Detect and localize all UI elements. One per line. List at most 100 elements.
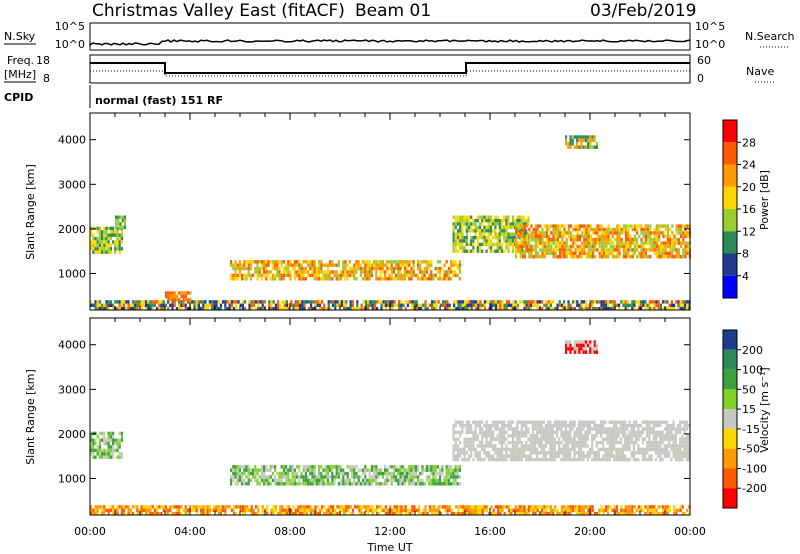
heatmap-cell	[487, 444, 490, 448]
heatmap-cell	[224, 300, 227, 304]
heatmap-cell	[280, 471, 283, 476]
heatmap-cell	[565, 244, 568, 249]
heatmap-cell	[640, 307, 643, 311]
heatmap-cell	[195, 303, 198, 307]
heatmap-cell	[265, 270, 268, 274]
heatmap-cell	[307, 478, 310, 483]
heatmap-cell	[399, 273, 402, 278]
heatmap-cell	[351, 471, 354, 476]
heatmap-cell	[465, 222, 468, 226]
heatmap-cell	[541, 508, 544, 512]
heatmap-cell	[553, 423, 556, 428]
heatmap-cell	[675, 227, 678, 232]
heatmap-cell	[447, 478, 450, 483]
heatmap-cell	[481, 427, 484, 431]
heatmap-cell	[472, 512, 475, 516]
heatmap-cell	[238, 270, 241, 274]
heatmap-cell	[403, 270, 406, 274]
heatmap-cell	[136, 505, 139, 509]
heatmap-cell	[171, 303, 174, 307]
heatmap-cell	[545, 231, 548, 235]
heatmap-cell	[598, 241, 601, 245]
heatmap-cell	[467, 440, 471, 445]
heatmap-cell	[559, 224, 562, 228]
heatmap-cell	[586, 444, 589, 448]
heatmap-cell	[520, 451, 523, 455]
heatmap-cell	[536, 437, 539, 441]
heatmap-cell	[646, 430, 649, 435]
heatmap-cell	[250, 307, 253, 311]
heatmap-cell	[479, 508, 482, 512]
heatmap-cell	[539, 238, 542, 242]
heatmap-cell	[384, 303, 387, 307]
heatmap-cell	[105, 230, 108, 234]
heatmap-cell	[498, 235, 501, 240]
heatmap-cell	[292, 505, 295, 509]
heatmap-cell	[644, 234, 647, 238]
heatmap-cell	[399, 465, 402, 469]
heatmap-cell	[552, 227, 555, 232]
heatmap-cell	[335, 465, 338, 469]
heatmap-cell	[151, 307, 154, 311]
heatmap-cell	[665, 423, 669, 428]
heatmap-cell	[671, 251, 674, 255]
heatmap-cell	[244, 508, 247, 512]
heatmap-cell	[302, 465, 305, 469]
heatmap-cell	[408, 475, 411, 479]
heatmap-cell	[136, 303, 139, 307]
heatmap-cell	[569, 457, 572, 462]
heatmap-cell	[565, 231, 568, 235]
heatmap-cell	[369, 508, 372, 512]
heatmap-cell	[454, 444, 457, 448]
heatmap-cell	[410, 478, 413, 483]
heatmap-cell	[611, 508, 614, 512]
heatmap-cell	[254, 266, 257, 271]
heatmap-cell	[587, 350, 590, 354]
heatmap-cell	[248, 508, 251, 512]
heatmap-cell	[614, 238, 617, 242]
heatmap-cell	[525, 512, 528, 516]
heatmap-cell	[498, 239, 501, 243]
heatmap-cell	[450, 508, 453, 512]
heatmap-cell	[649, 227, 652, 232]
heatmap-cell	[643, 420, 647, 424]
heatmap-cell	[489, 242, 493, 247]
heatmap-cell	[498, 222, 501, 226]
heatmap-cell	[676, 423, 680, 428]
heatmap-cell	[456, 239, 460, 243]
heatmap-cell	[461, 246, 464, 250]
heatmap-cell	[294, 303, 297, 307]
heatmap-cell	[411, 508, 414, 512]
heatmap-cell	[362, 471, 365, 476]
heatmap-cell	[622, 255, 625, 259]
heatmap-cell	[558, 427, 561, 431]
heatmap-cell	[116, 512, 119, 516]
heatmap-cell	[580, 347, 583, 351]
heatmap-cell	[580, 437, 583, 441]
heatmap-cell	[217, 505, 220, 509]
heatmap-cell	[431, 303, 434, 307]
heatmap-cell	[604, 508, 607, 512]
heatmap-cell	[587, 224, 590, 228]
heatmap-cell	[598, 255, 601, 259]
heatmap-cell	[644, 512, 647, 516]
heatmap-cell	[626, 512, 629, 516]
heatmap-cell	[505, 454, 508, 458]
heatmap-cell	[322, 270, 325, 274]
heatmap-cell	[503, 215, 506, 219]
heatmap-cell	[576, 231, 579, 235]
heatmap-cell	[574, 251, 577, 255]
velocity-heatmap-cells	[90, 340, 691, 516]
heatmap-cell	[388, 273, 391, 278]
heatmap-cell	[147, 307, 150, 311]
heatmap-cell	[234, 260, 237, 264]
heatmap-cell	[107, 236, 110, 241]
heatmap-cell	[344, 471, 347, 476]
heatmap-cell	[516, 307, 519, 311]
heatmap-cell	[332, 505, 335, 509]
heatmap-cell	[653, 241, 656, 245]
heatmap-cell	[384, 478, 387, 483]
heatmap-cell	[277, 307, 280, 311]
heatmap-cell	[478, 225, 482, 230]
